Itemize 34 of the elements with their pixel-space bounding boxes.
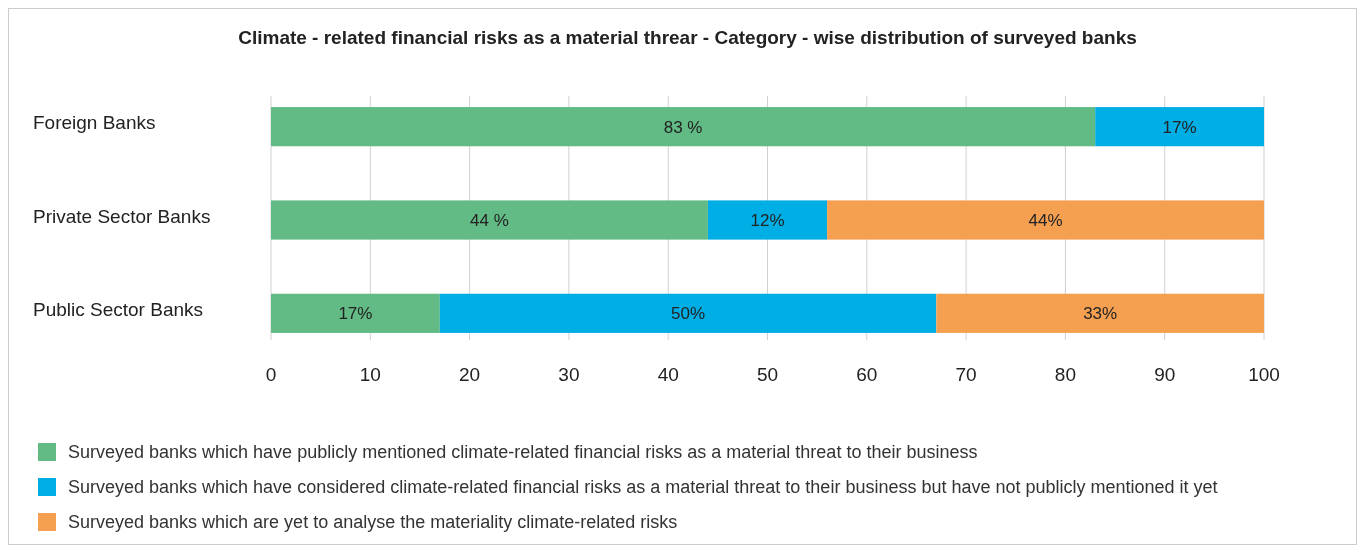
- legend-label: Surveyed banks which have considered climate-related financial risks as a material threat to their business but have not publicly mentioned it yet: [68, 477, 1218, 498]
- bar: [707, 200, 828, 240]
- y-tick-label: Foreign Banks: [33, 112, 156, 134]
- x-tick-label: 70: [955, 363, 977, 385]
- data-label: 12%: [750, 210, 785, 230]
- x-tick-label: 20: [459, 363, 481, 385]
- x-tick-label: 80: [1054, 363, 1076, 385]
- legend-label: Surveyed banks which are yet to analyse the materiality climate-related risks: [68, 512, 678, 533]
- chart-title: Climate - related financial risks as a material threar - Category - wise distribution of surveyed banks: [238, 27, 1137, 48]
- data-label: 50%: [671, 304, 706, 324]
- bar: [936, 293, 1264, 333]
- bar: [271, 200, 708, 240]
- data-label: 83 %: [663, 117, 703, 137]
- bar: [439, 293, 937, 333]
- y-tick-label: Private Sector Banks: [33, 205, 211, 227]
- x-tick-label: 10: [359, 363, 381, 385]
- data-label: 44%: [1028, 210, 1063, 230]
- data-label: 44 %: [470, 210, 509, 230]
- bar: [827, 200, 1264, 240]
- y-tick-label: Public Sector Banks: [33, 298, 204, 320]
- x-tick-label: 50: [756, 363, 779, 385]
- x-tick-label: 0: [265, 363, 277, 385]
- legend-label: Surveyed banks which have publicly mentioned climate-related financial risks as a material threat to their business: [68, 442, 978, 463]
- x-tick-label: 100: [1248, 363, 1280, 385]
- data-label: 33%: [1083, 304, 1118, 324]
- data-label: 17%: [338, 304, 373, 324]
- x-tick-label: 40: [657, 363, 679, 385]
- x-tick-label: 90: [1154, 363, 1176, 385]
- bar: [271, 107, 1096, 147]
- data-label: 17%: [1162, 117, 1197, 137]
- bar: [1095, 107, 1264, 147]
- x-tick-label: 60: [856, 363, 878, 385]
- x-tick-label: 30: [558, 363, 580, 385]
- bar: [271, 293, 440, 333]
